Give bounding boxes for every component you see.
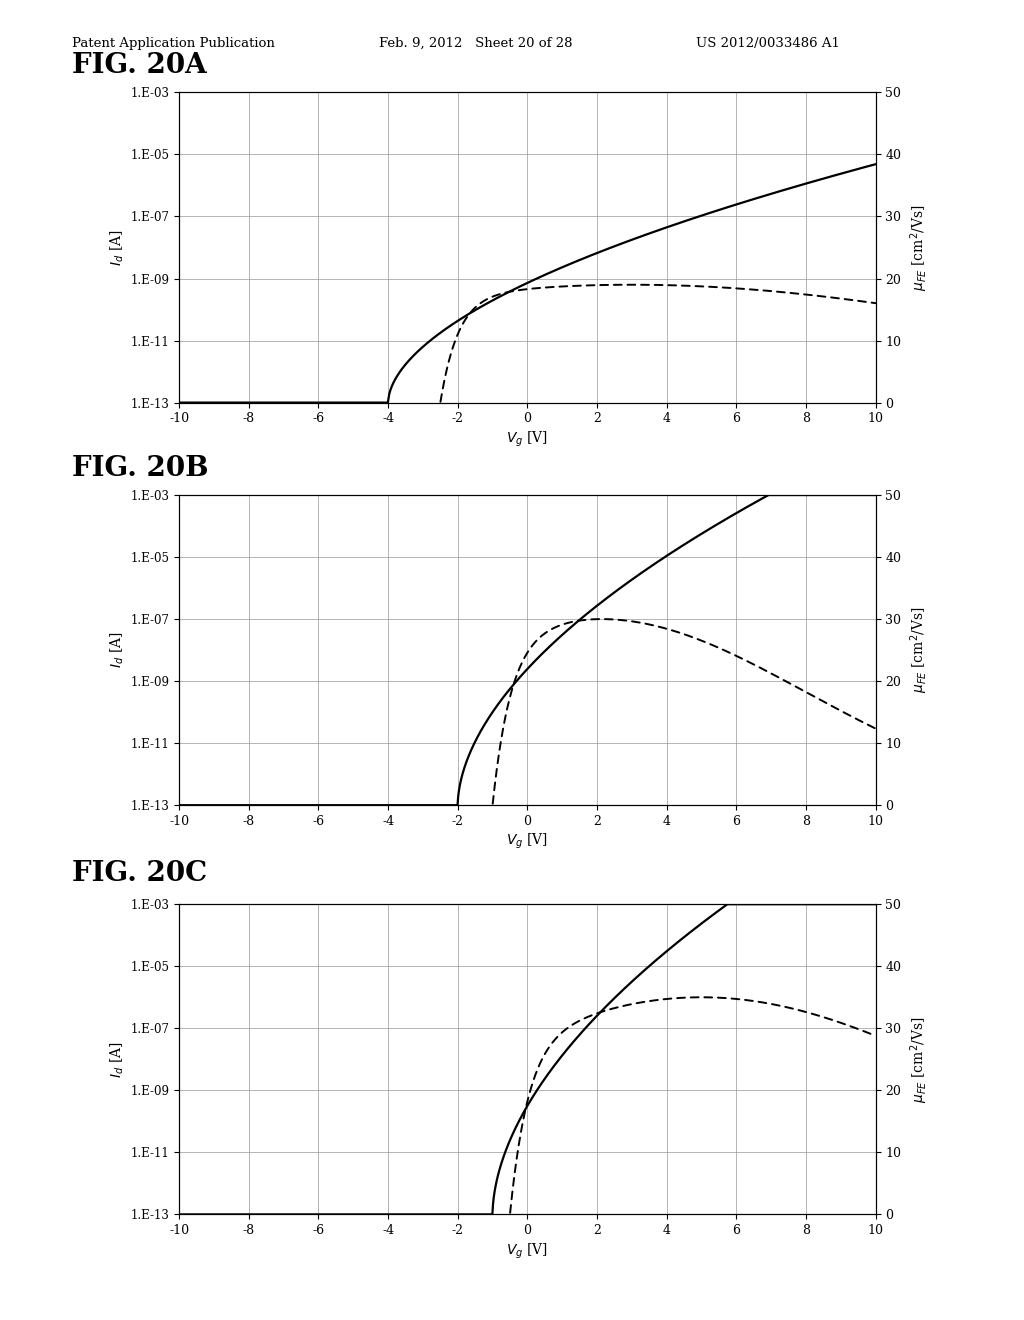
Text: FIG. 20C: FIG. 20C bbox=[72, 861, 207, 887]
Y-axis label: $\mu_{FE}$ [cm$^2$/Vs]: $\mu_{FE}$ [cm$^2$/Vs] bbox=[908, 205, 930, 290]
Y-axis label: $I_d$ [A]: $I_d$ [A] bbox=[109, 230, 126, 265]
X-axis label: $V_g$ [V]: $V_g$ [V] bbox=[506, 832, 549, 851]
X-axis label: $V_g$ [V]: $V_g$ [V] bbox=[506, 1241, 549, 1261]
Text: US 2012/0033486 A1: US 2012/0033486 A1 bbox=[696, 37, 841, 50]
Text: Patent Application Publication: Patent Application Publication bbox=[72, 37, 274, 50]
Text: FIG. 20B: FIG. 20B bbox=[72, 455, 208, 482]
Y-axis label: $I_d$ [A]: $I_d$ [A] bbox=[109, 1041, 126, 1077]
Text: Feb. 9, 2012   Sheet 20 of 28: Feb. 9, 2012 Sheet 20 of 28 bbox=[379, 37, 572, 50]
Y-axis label: $\mu_{FE}$ [cm$^2$/Vs]: $\mu_{FE}$ [cm$^2$/Vs] bbox=[908, 607, 930, 693]
Text: FIG. 20A: FIG. 20A bbox=[72, 53, 207, 79]
X-axis label: $V_g$ [V]: $V_g$ [V] bbox=[506, 429, 549, 449]
Y-axis label: $I_d$ [A]: $I_d$ [A] bbox=[109, 632, 126, 668]
Y-axis label: $\mu_{FE}$ [cm$^2$/Vs]: $\mu_{FE}$ [cm$^2$/Vs] bbox=[908, 1016, 930, 1102]
